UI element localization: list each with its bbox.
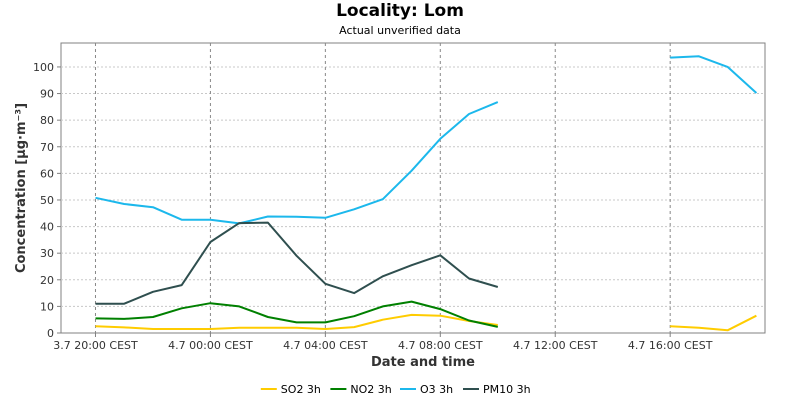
- legend: SO2 3h NO2 3h O3 3h PM10 3h: [260, 383, 531, 396]
- x-tick-label: 4.7 04:00 CEST: [283, 339, 368, 352]
- legend-item: PM10 3h: [463, 383, 531, 396]
- legend-item: NO2 3h: [330, 383, 392, 396]
- series-line-so2-3h: [95, 313, 498, 330]
- y-tick-label: 20: [40, 274, 54, 287]
- x-tick-label: 4.7 16:00 CEST: [628, 339, 713, 352]
- x-axis-title: Date and time: [371, 355, 475, 370]
- legend-label: NO2 3h: [350, 383, 391, 396]
- y-tick-label: 100: [33, 61, 54, 74]
- grid: [61, 43, 765, 333]
- legend-label: O3 3h: [420, 383, 453, 396]
- y-tick-label: 70: [40, 141, 54, 154]
- x-tick-label: 4.7 12:00 CEST: [513, 339, 598, 352]
- series-line-no2-3h: [95, 300, 499, 328]
- series-line-so2-3h: [670, 314, 757, 332]
- x-tick-label: 4.7 00:00 CEST: [168, 339, 253, 352]
- axes: 0 10 20 30 40 50 60 70 80 90 100 3.7 20:00 CEST 4.7 …: [33, 61, 713, 352]
- series-line-o3-3h: [670, 55, 758, 94]
- y-tick-label: 30: [40, 247, 54, 260]
- x-tick-label: 4.7 08:00 CEST: [398, 339, 483, 352]
- legend-item: SO2 3h: [260, 383, 321, 396]
- series-lines: [95, 55, 758, 332]
- series-line-o3-3h: [95, 101, 499, 225]
- y-tick-label: 90: [40, 88, 54, 101]
- y-tick-label: 50: [40, 194, 54, 207]
- plot-area: [60, 42, 766, 334]
- y-tick-label: 80: [40, 114, 54, 127]
- y-tick-label: 60: [40, 167, 54, 180]
- series-line-pm10-3h: [95, 221, 499, 305]
- chart-subtitle: Actual unverified data: [339, 24, 461, 37]
- y-tick-label: 40: [40, 221, 54, 234]
- y-tick-label: 0: [47, 327, 54, 340]
- chart-title: Locality: Lom: [336, 1, 464, 21]
- legend-item: O3 3h: [400, 383, 453, 396]
- legend-label: PM10 3h: [483, 383, 531, 396]
- x-tick-label: 3.7 20:00 CEST: [53, 339, 138, 352]
- y-axis-title: Concentration [µg·m⁻³]: [14, 103, 29, 273]
- y-tick-label: 10: [40, 300, 54, 313]
- legend-label: SO2 3h: [281, 383, 321, 396]
